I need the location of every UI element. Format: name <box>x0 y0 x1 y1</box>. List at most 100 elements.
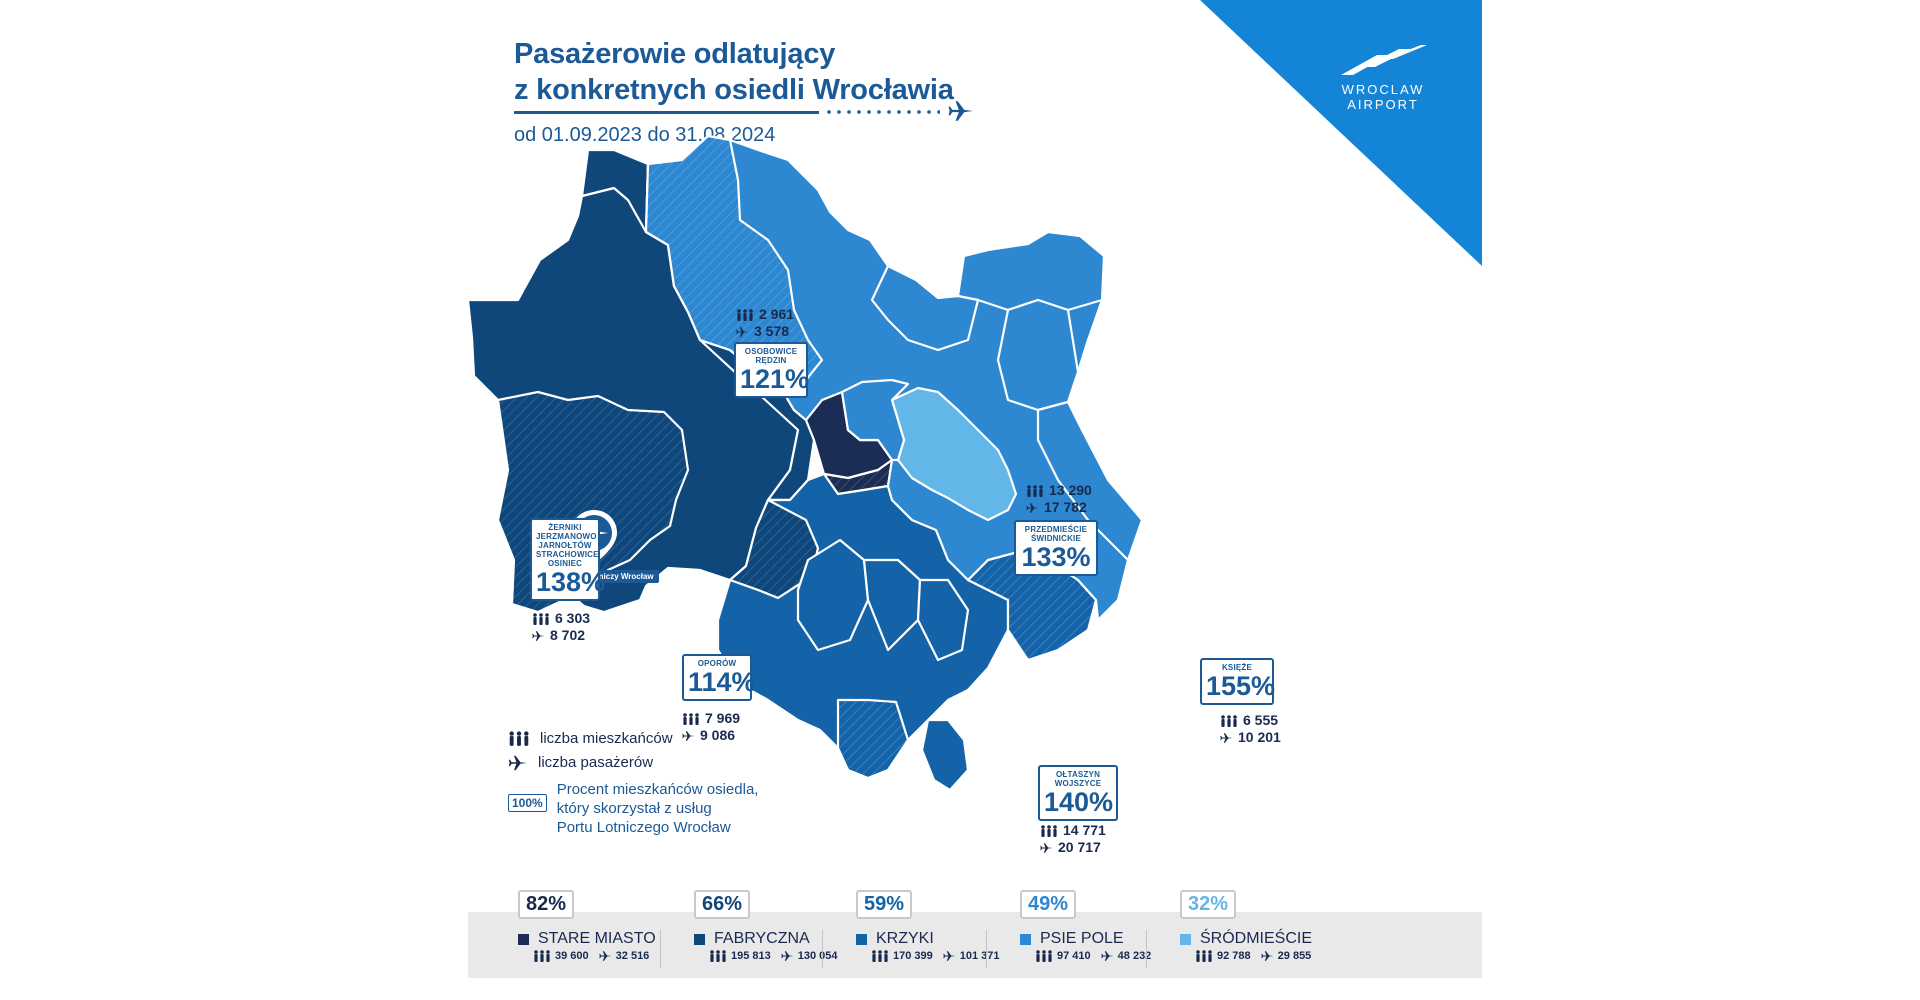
district-stats: 97 410 48 232 <box>1035 950 1151 962</box>
highlight-label-osobowice: OSOBOWICE RĘDZIN 121% <box>734 342 810 398</box>
district-header: FABRYCZNA <box>694 930 810 948</box>
district-separator <box>986 930 987 968</box>
highlight-name: ŻERNIKI JERZMANOWO JARNOŁTÓW STRACHOWICE… <box>536 523 599 568</box>
title-underline <box>514 111 819 114</box>
legend-note-line-2: który skorzystał z usług <box>556 800 712 817</box>
area-krzyki-tile-1 <box>796 538 870 652</box>
district-stats: 39 600 32 516 <box>533 950 649 962</box>
infographic: Pasażerowie odlatujący z konkretnych osi… <box>468 0 1482 995</box>
passengers-icon <box>1026 502 1039 513</box>
residents-icon <box>1041 824 1057 837</box>
district-passengers: 130 054 <box>797 950 838 962</box>
district-passengers: 101 371 <box>959 950 1000 962</box>
district-swatch <box>694 933 705 945</box>
passengers-icon <box>598 951 612 961</box>
legend-residents-label: liczba mieszkańców <box>540 730 673 747</box>
highlight-stats-osobowice: 2 961 3 578 <box>736 306 794 340</box>
legend-percent-example: 100% <box>508 794 547 812</box>
area-psie-tile-4 <box>1036 400 1144 562</box>
highlight-stats-zerniki: 6 303 8 702 <box>532 610 590 644</box>
district-swatch <box>1180 933 1191 945</box>
page-title: Pasażerowie odlatujący z konkretnych osi… <box>514 36 954 108</box>
residents-icon <box>1196 950 1212 962</box>
district-passengers: 48 232 <box>1117 950 1152 962</box>
residents-icon <box>683 712 699 725</box>
residents-count: 14 771 <box>1063 822 1106 838</box>
district-header: STARE MIASTO <box>518 930 656 948</box>
residents-count: 13 290 <box>1049 482 1092 498</box>
plane-icon <box>948 101 973 121</box>
district-percent: 66% <box>694 890 751 919</box>
area-psie-tile-3 <box>996 298 1080 412</box>
brand-corner <box>1200 0 1482 266</box>
district-header: PSIE POLE <box>1020 930 1124 948</box>
passengers-icon <box>508 755 527 770</box>
legend-passengers-label: liczba pasażerów <box>538 754 654 771</box>
district-stats: 92 788 29 855 <box>1195 950 1311 962</box>
residents-icon <box>872 950 888 962</box>
residents-count: 2 961 <box>759 306 795 322</box>
district-stats: 170 399 101 371 <box>871 950 1000 962</box>
highlight-percent: 121% <box>740 364 810 394</box>
highlight-name: OSOBOWICE RĘDZIN <box>744 347 798 365</box>
district-percent: 32% <box>1180 890 1237 919</box>
highlight-name: OPORÓW <box>697 659 737 668</box>
district-residents: 39 600 <box>555 950 589 962</box>
legend-percent: 100% Procent mieszkańców osiedla, który … <box>508 780 758 837</box>
district-residents: 92 788 <box>1217 950 1251 962</box>
title-line-2: z konkretnych osiedli Wrocławia <box>514 74 954 106</box>
highlight-label-oporow: OPORÓW 114% <box>682 654 756 701</box>
district-separator <box>822 930 823 968</box>
passengers-count: 8 702 <box>550 627 586 643</box>
legend-percent-note: Procent mieszkańców osiedla, który skorz… <box>557 780 759 837</box>
district-name: ŚRÓDMIEŚCIE <box>1200 930 1313 947</box>
district-separator <box>1146 930 1147 968</box>
passengers-icon <box>532 630 545 641</box>
district-name: FABRYCZNA <box>714 930 810 947</box>
passengers-icon <box>943 951 956 961</box>
district-residents: 195 813 <box>731 950 771 962</box>
logo-text-line-1: WROCLAW <box>1341 82 1425 97</box>
passengers-count: 3 578 <box>754 323 790 339</box>
wroclaw-map <box>468 134 1144 792</box>
passengers-icon <box>1100 951 1114 961</box>
highlight-label-przedmiescie: PRZEDMIEŚCIE ŚWIDNICKIE 133% <box>1014 520 1098 576</box>
district-residents: 97 410 <box>1057 950 1091 962</box>
legend-residents: liczba mieszkańców <box>508 730 673 747</box>
highlight-percent: 114% <box>688 667 756 697</box>
passengers-icon <box>781 951 794 961</box>
highlight-stats-ksieze: 6 555 10 201 <box>1220 712 1281 746</box>
district-percent: 59% <box>856 890 913 919</box>
highlight-stats-oporow: 7 969 9 086 <box>682 710 740 744</box>
residents-icon <box>533 612 549 625</box>
passengers-count: 20 717 <box>1058 839 1101 855</box>
passengers-icon <box>1040 842 1053 853</box>
residents-icon <box>1221 714 1237 727</box>
district-percent: 82% <box>518 890 575 919</box>
highlight-percent: 138% <box>536 567 606 597</box>
residents-icon <box>534 950 550 962</box>
highlight-name: PRZEDMIEŚCIE ŚWIDNICKIE <box>1024 525 1088 543</box>
district-separator <box>660 930 661 968</box>
district-summary-band <box>468 912 1482 978</box>
title-line-1: Pasażerowie odlatujący <box>514 38 836 70</box>
district-residents: 170 399 <box>893 950 933 962</box>
district-name: KRZYKI <box>876 930 934 947</box>
passengers-icon <box>736 326 749 337</box>
passengers-icon <box>682 730 695 741</box>
highlight-name: OŁTASZYN WOJSZYCE <box>1054 770 1102 788</box>
area-srodmiescie-hatched <box>840 378 910 462</box>
district-name: PSIE POLE <box>1040 930 1124 947</box>
highlight-label-zerniki: ŻERNIKI JERZMANOWO JARNOŁTÓW STRACHOWICE… <box>530 518 606 601</box>
residents-icon <box>1036 950 1052 962</box>
district-swatch <box>518 933 529 945</box>
highlight-stats-oltaszyn: 14 771 20 717 <box>1040 822 1106 856</box>
area-krzyki-south-tile <box>920 718 970 792</box>
residents-icon <box>509 731 529 746</box>
area-krzyki-tile-3 <box>916 578 970 662</box>
legend-note-line-1: Procent mieszkańców osiedla, <box>556 781 759 798</box>
airport-logo: WROCLAW AIRPORT <box>1323 45 1443 112</box>
district-swatch <box>1020 933 1031 945</box>
residents-icon <box>1027 484 1043 497</box>
district-percent: 49% <box>1020 890 1077 919</box>
